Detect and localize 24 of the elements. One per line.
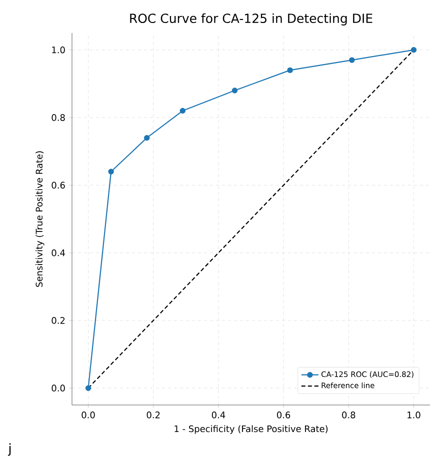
x-axis-title: 1 - Specificity (False Positive Rate) <box>174 425 328 434</box>
y-tick-label: 0.6 <box>52 182 65 189</box>
point <box>144 134 150 141</box>
y-tick-label: 0.0 <box>52 384 65 392</box>
point <box>232 88 238 94</box>
point <box>410 47 417 53</box>
y-axis-title: Sensitivity (True Positive Rate) <box>36 151 44 287</box>
chart-title: ROC Curve for CA-125 in Detecting DIE <box>130 13 372 26</box>
text: j <box>8 443 11 456</box>
x-tick-label: 1.0 <box>408 412 420 418</box>
point <box>287 67 293 74</box>
x-tick-label: 0.0 <box>82 412 95 418</box>
point <box>108 168 114 174</box>
x-tick-label: 0.4 <box>212 412 226 418</box>
point <box>349 57 355 63</box>
point <box>180 108 186 114</box>
y-tick-label: 0.2 <box>52 317 65 324</box>
y-tick-label: 0.4 <box>52 249 65 256</box>
y-tick-label: 0.8 <box>52 114 65 121</box>
x-tick-label: 0.6 <box>276 412 290 418</box>
point <box>85 385 92 391</box>
x-tick-label: 0.2 <box>146 412 160 418</box>
y-tick-label: 1.0 <box>52 46 65 54</box>
x-tick-label: 0.8 <box>342 412 356 418</box>
